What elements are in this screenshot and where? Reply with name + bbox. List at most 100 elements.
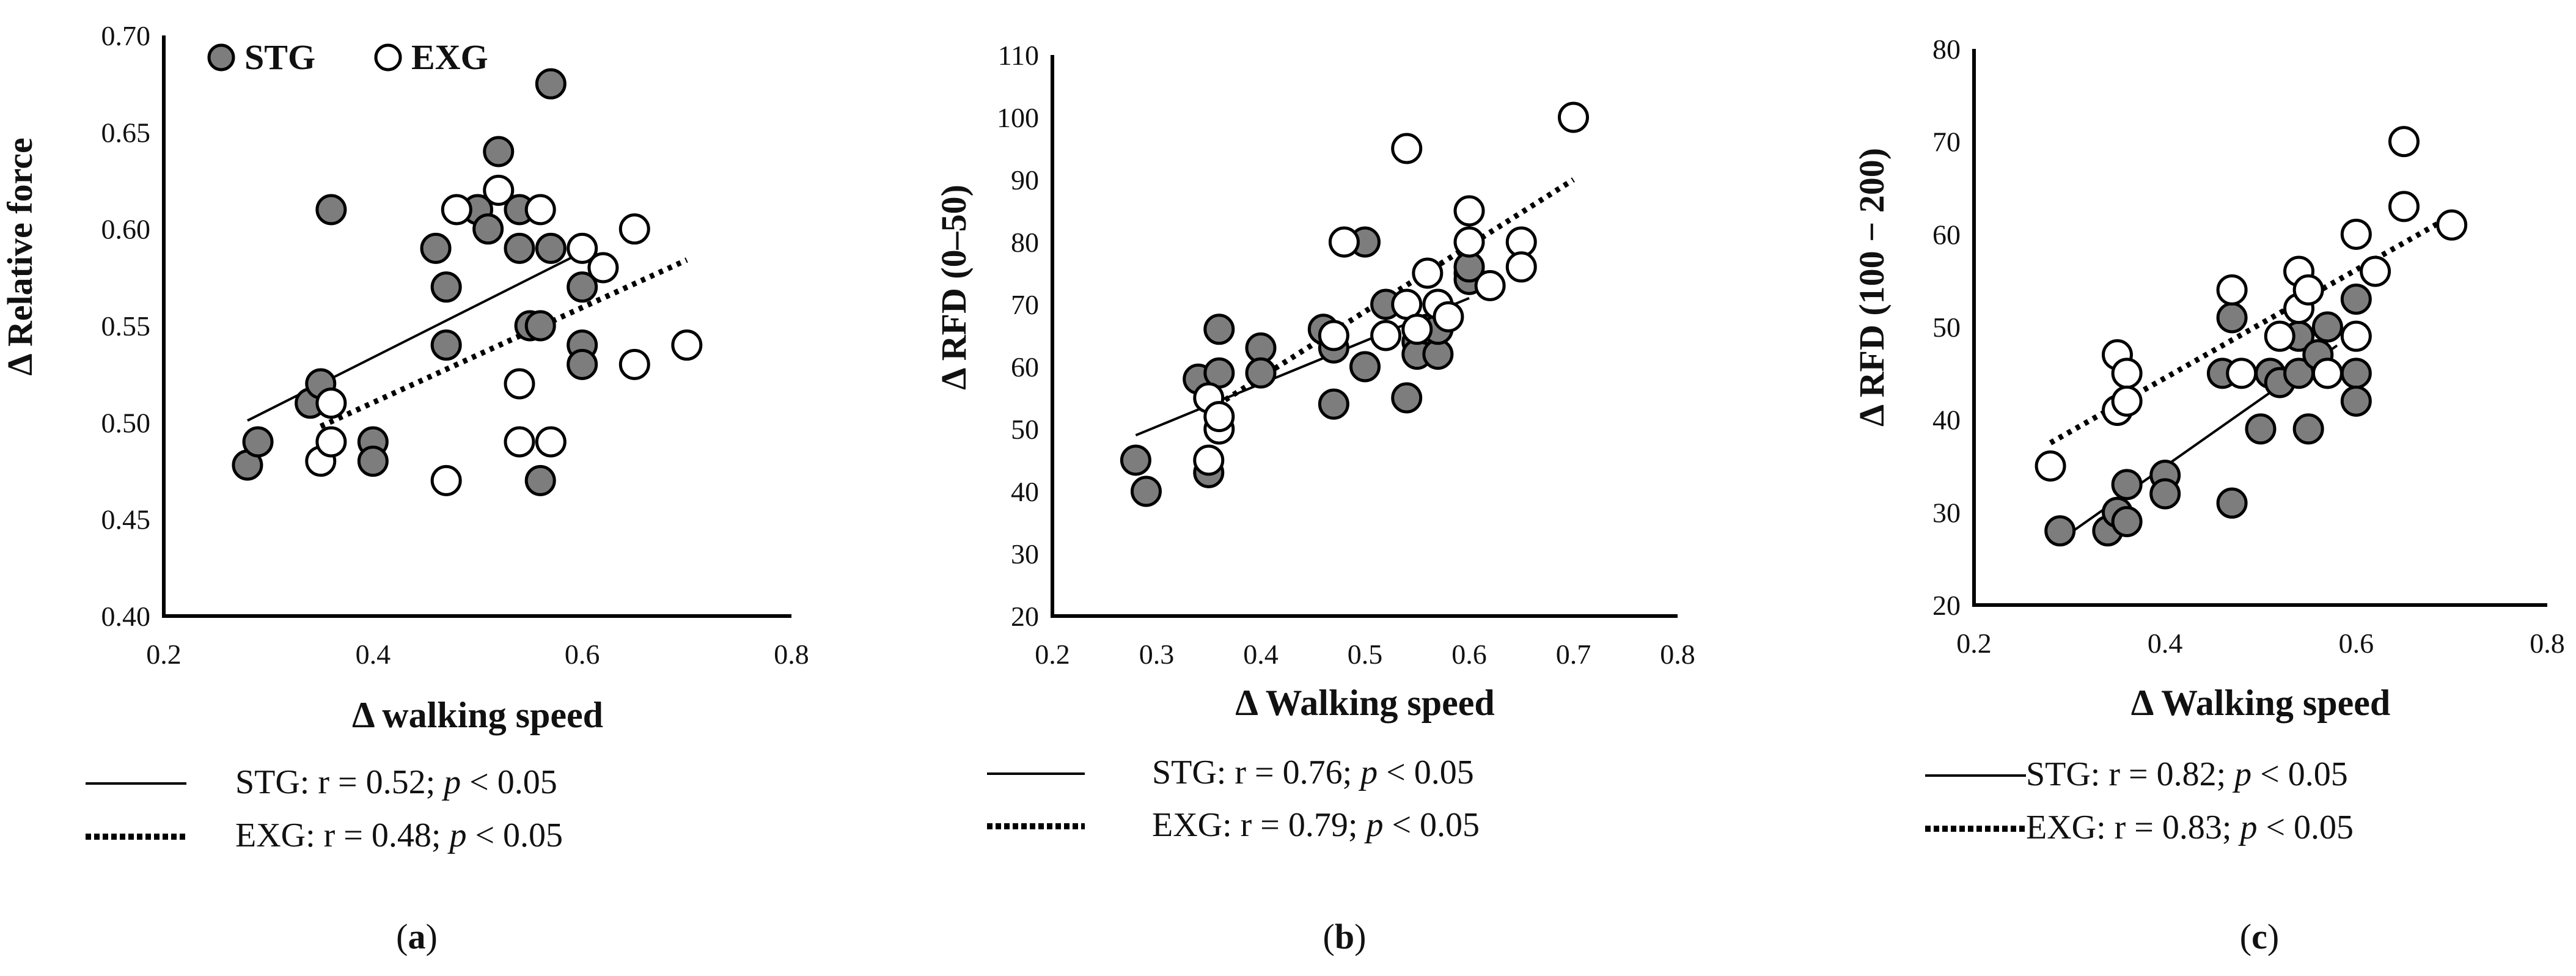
- stg-point: [2311, 311, 2343, 343]
- panel-label: (a): [396, 917, 438, 956]
- stg-point: [1130, 475, 1162, 507]
- exg-stat-text: EXG: r = 0.79; p < 0.05: [1152, 806, 1480, 844]
- exg-point: [1558, 101, 1589, 133]
- y-tick-label: 40: [1932, 405, 1961, 436]
- x-tick-label: 0.6: [565, 639, 600, 670]
- x-tick-label: 0.8: [774, 639, 809, 670]
- exg-point: [1505, 251, 1537, 283]
- panel-label-open: (: [396, 917, 408, 956]
- stat-label: EXG: r = 0.83;: [2026, 809, 2240, 846]
- stg-point: [2340, 385, 2372, 417]
- stg-point: [1391, 382, 1423, 414]
- stg-point: [1349, 351, 1381, 383]
- panel-label-close: ): [1354, 917, 1366, 956]
- x-axis-label: Δ walking speed: [352, 695, 603, 735]
- x-axis-label: Δ Walking speed: [2131, 683, 2390, 723]
- stat-p: p: [1358, 754, 1378, 791]
- stg-point: [2292, 413, 2324, 445]
- stat-tail: < 0.05: [2257, 809, 2354, 846]
- panel-label-open: (: [2240, 917, 2251, 956]
- exg-point: [1401, 314, 1433, 345]
- stg-point: [430, 329, 462, 361]
- stat-tail: < 0.05: [461, 763, 557, 801]
- stat-label: STG: r = 0.52;: [235, 763, 444, 801]
- y-tick-label: 0.40: [101, 601, 151, 632]
- stat-tail: < 0.05: [1383, 806, 1480, 844]
- stg-point: [567, 348, 598, 380]
- stg-point: [2245, 413, 2277, 445]
- exg-point: [2360, 255, 2391, 287]
- exg-point: [1453, 226, 1485, 258]
- exg-point: [315, 387, 347, 419]
- stg-point: [420, 232, 452, 264]
- stg-point: [1203, 314, 1235, 345]
- stg-point: [504, 232, 535, 264]
- y-tick-label: 80: [1011, 227, 1039, 258]
- exg-point: [430, 464, 462, 496]
- exg-point: [2388, 126, 2420, 158]
- stg-point: [524, 310, 556, 342]
- legend-exg-label: EXG: [411, 37, 488, 77]
- y-tick-label: 90: [1011, 164, 1039, 196]
- stat-p: p: [447, 816, 466, 854]
- y-tick-label: 0.70: [101, 20, 151, 51]
- exg-point: [504, 426, 535, 458]
- stat-p: p: [2237, 809, 2257, 846]
- exg-point: [618, 348, 650, 380]
- exg-point: [524, 194, 556, 226]
- stg-point: [1120, 444, 1151, 476]
- exg-point: [2111, 358, 2143, 389]
- exg-point: [2111, 385, 2143, 417]
- y-tick-label: 0.55: [101, 310, 151, 342]
- stat-tail: < 0.05: [466, 816, 563, 854]
- legend-exg-marker: [374, 43, 402, 72]
- exg-point: [1203, 401, 1235, 433]
- exg-stat-text: EXG: r = 0.48; p < 0.05: [235, 816, 563, 854]
- exg-point: [618, 213, 650, 245]
- exg-point: [2388, 191, 2420, 222]
- y-tick-label: 40: [1011, 476, 1039, 507]
- stat-p: p: [1363, 806, 1383, 844]
- stg-stat-text: STG: r = 0.82; p < 0.05: [2026, 755, 2348, 793]
- y-tick-label: 0.60: [101, 214, 151, 245]
- y-axis-label: Δ Relative force: [0, 138, 40, 376]
- y-tick-label: 50: [1932, 312, 1961, 343]
- panel-label: (b): [1323, 917, 1367, 956]
- x-tick-label: 0.8: [2530, 628, 2565, 659]
- y-tick-label: 30: [1011, 538, 1039, 570]
- y-tick-label: 0.50: [101, 407, 151, 438]
- stg-point: [535, 232, 567, 264]
- panel-label-close: ): [2267, 917, 2279, 956]
- stg-point: [242, 426, 274, 458]
- panel-label: (c): [2240, 917, 2279, 956]
- stg-point: [483, 136, 515, 167]
- exg-point: [1391, 133, 1423, 164]
- exg-point: [441, 194, 472, 226]
- stg-point: [535, 68, 567, 100]
- stat-label: EXG: r = 0.48;: [235, 816, 449, 854]
- exg-point: [2216, 274, 2248, 306]
- exg-point: [1328, 226, 1360, 258]
- stg-point: [472, 213, 504, 245]
- y-axis-label: Δ RFD (100 − 200): [1852, 148, 1892, 427]
- stg-point: [357, 446, 389, 477]
- stg-point: [430, 271, 462, 303]
- y-tick-label: 110: [998, 40, 1039, 71]
- x-tick-label: 0.2: [146, 639, 182, 670]
- stg-point: [2340, 358, 2372, 389]
- exg-point: [315, 426, 347, 458]
- panel-label-open: (: [1323, 917, 1335, 956]
- x-tick-label: 0.7: [1556, 639, 1591, 670]
- stg-point: [524, 464, 556, 496]
- exg-stat-text: EXG: r = 0.83; p < 0.05: [2026, 809, 2354, 846]
- x-tick-label: 0.2: [1956, 628, 1992, 659]
- panel-label-letter: b: [1335, 917, 1354, 956]
- exg-point: [1433, 301, 1464, 332]
- exg-point: [535, 426, 567, 458]
- x-tick-label: 0.8: [1660, 639, 1695, 670]
- panel-label-letter: a: [408, 917, 426, 956]
- x-tick-label: 0.2: [1035, 639, 1070, 670]
- stg-point: [1245, 357, 1277, 389]
- x-tick-label: 0.6: [1451, 639, 1487, 670]
